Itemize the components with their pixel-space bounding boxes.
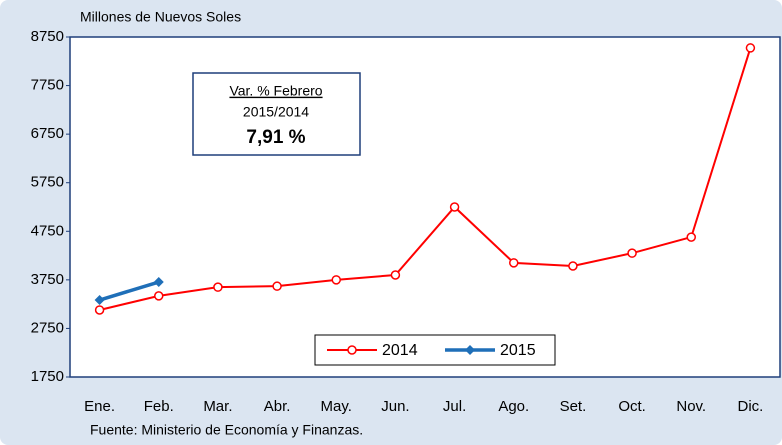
marker <box>627 248 637 258</box>
x-tick-label: Jul. <box>443 398 466 415</box>
marker <box>568 261 578 271</box>
marker <box>153 277 164 288</box>
annotation-subtitle: 2015/2014 <box>243 104 309 120</box>
x-tick-label: Nov. <box>676 398 706 415</box>
x-tick-label: Jun. <box>381 398 409 415</box>
x-tick-label: Ene. <box>84 398 115 415</box>
marker <box>509 258 519 268</box>
x-tick-label: Ago. <box>498 398 529 415</box>
y-tick-label: 4750 <box>31 222 64 239</box>
series-line <box>99 280 160 302</box>
legend-marker <box>465 345 475 355</box>
y-tick-label: 2750 <box>31 319 64 336</box>
y-tick-label: 6750 <box>31 125 64 142</box>
y-tick-label: 7750 <box>31 77 64 94</box>
marker <box>686 232 696 242</box>
x-tick-label: May. <box>321 398 352 415</box>
marker <box>213 282 223 292</box>
y-tick-label: 3750 <box>31 271 64 288</box>
legend-label: 2014 <box>382 342 418 359</box>
marker <box>94 295 105 306</box>
annotation-frame <box>192 72 361 156</box>
x-tick-label: Mar. <box>203 398 232 415</box>
y-tick-label: 5750 <box>31 174 64 191</box>
x-tick-label: Set. <box>560 398 587 415</box>
marker <box>331 275 341 285</box>
x-tick-label: Dic. <box>737 398 763 415</box>
plot-area <box>69 36 781 378</box>
x-tick-label: Feb. <box>144 398 174 415</box>
marker <box>154 291 164 301</box>
x-tick-label: Oct. <box>618 398 646 415</box>
legend-label: 2015 <box>500 342 536 359</box>
annotation-value: 7,91 % <box>246 127 305 148</box>
legend-marker <box>347 345 357 355</box>
source: Fuente: Ministerio de Economía y Finanza… <box>90 422 363 438</box>
marker <box>449 202 460 212</box>
x-tick-label: Abr. <box>264 398 291 415</box>
y-tick-label: 8750 <box>31 28 64 45</box>
marker <box>94 305 105 315</box>
y-axis-label: Millones de Nuevos Soles <box>80 9 241 25</box>
marker <box>390 270 401 280</box>
marker <box>272 281 282 291</box>
series-line <box>99 47 752 311</box>
annotation-title: Var. % Febrero <box>229 83 322 99</box>
annotation-box: Var. % Febrero 2015/2014 7,91 % <box>192 72 361 156</box>
y-tick-label: 1750 <box>31 368 64 385</box>
marker <box>745 43 756 53</box>
